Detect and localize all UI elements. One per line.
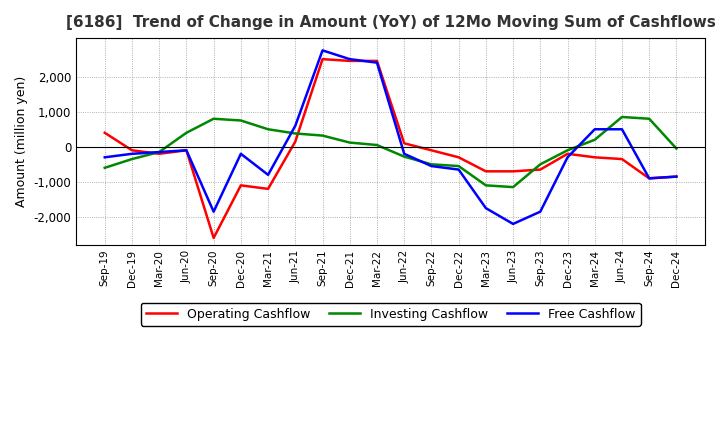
Line: Operating Cashflow: Operating Cashflow — [104, 59, 676, 238]
Investing Cashflow — [563, 148, 572, 153]
Free Cashflow — [536, 209, 544, 214]
Operating Cashflow — [373, 58, 382, 63]
Operating Cashflow — [127, 148, 136, 153]
Free Cashflow — [100, 155, 109, 160]
Title: [6186]  Trend of Change in Amount (YoY) of 12Mo Moving Sum of Cashflows: [6186] Trend of Change in Amount (YoY) o… — [66, 15, 716, 30]
Investing Cashflow — [373, 143, 382, 148]
Investing Cashflow — [509, 184, 518, 190]
Operating Cashflow — [210, 235, 218, 241]
Operating Cashflow — [400, 141, 408, 146]
Operating Cashflow — [645, 176, 654, 181]
Free Cashflow — [454, 167, 463, 172]
Free Cashflow — [291, 123, 300, 128]
Operating Cashflow — [264, 186, 272, 191]
Investing Cashflow — [454, 163, 463, 169]
Free Cashflow — [237, 151, 246, 157]
Operating Cashflow — [482, 169, 490, 174]
Investing Cashflow — [618, 114, 626, 120]
Free Cashflow — [482, 205, 490, 211]
Free Cashflow — [427, 163, 436, 169]
Operating Cashflow — [672, 174, 680, 179]
Operating Cashflow — [318, 56, 327, 62]
Free Cashflow — [182, 148, 191, 153]
Investing Cashflow — [237, 118, 246, 123]
Investing Cashflow — [182, 130, 191, 136]
Operating Cashflow — [237, 183, 246, 188]
Free Cashflow — [155, 150, 163, 155]
Y-axis label: Amount (million yen): Amount (million yen) — [15, 76, 28, 207]
Free Cashflow — [618, 127, 626, 132]
Free Cashflow — [563, 155, 572, 160]
Operating Cashflow — [454, 155, 463, 160]
Investing Cashflow — [536, 161, 544, 167]
Operating Cashflow — [509, 169, 518, 174]
Investing Cashflow — [291, 131, 300, 136]
Legend: Operating Cashflow, Investing Cashflow, Free Cashflow: Operating Cashflow, Investing Cashflow, … — [140, 303, 641, 326]
Operating Cashflow — [427, 148, 436, 153]
Operating Cashflow — [536, 167, 544, 172]
Free Cashflow — [373, 60, 382, 65]
Free Cashflow — [645, 176, 654, 181]
Free Cashflow — [318, 48, 327, 53]
Investing Cashflow — [400, 154, 408, 159]
Free Cashflow — [400, 151, 408, 157]
Operating Cashflow — [590, 155, 599, 160]
Free Cashflow — [264, 172, 272, 177]
Investing Cashflow — [264, 127, 272, 132]
Free Cashflow — [210, 209, 218, 214]
Operating Cashflow — [346, 58, 354, 63]
Investing Cashflow — [427, 161, 436, 167]
Free Cashflow — [509, 221, 518, 227]
Free Cashflow — [672, 174, 680, 179]
Operating Cashflow — [563, 151, 572, 157]
Investing Cashflow — [318, 133, 327, 138]
Investing Cashflow — [100, 165, 109, 170]
Line: Free Cashflow: Free Cashflow — [104, 51, 676, 224]
Operating Cashflow — [155, 151, 163, 157]
Investing Cashflow — [155, 150, 163, 155]
Investing Cashflow — [210, 116, 218, 121]
Investing Cashflow — [590, 137, 599, 143]
Free Cashflow — [346, 56, 354, 62]
Operating Cashflow — [291, 139, 300, 144]
Free Cashflow — [590, 127, 599, 132]
Investing Cashflow — [127, 157, 136, 162]
Investing Cashflow — [645, 116, 654, 121]
Operating Cashflow — [100, 130, 109, 136]
Operating Cashflow — [182, 148, 191, 153]
Operating Cashflow — [618, 157, 626, 162]
Investing Cashflow — [482, 183, 490, 188]
Line: Investing Cashflow: Investing Cashflow — [104, 117, 676, 187]
Investing Cashflow — [672, 146, 680, 151]
Investing Cashflow — [346, 140, 354, 145]
Free Cashflow — [127, 151, 136, 157]
